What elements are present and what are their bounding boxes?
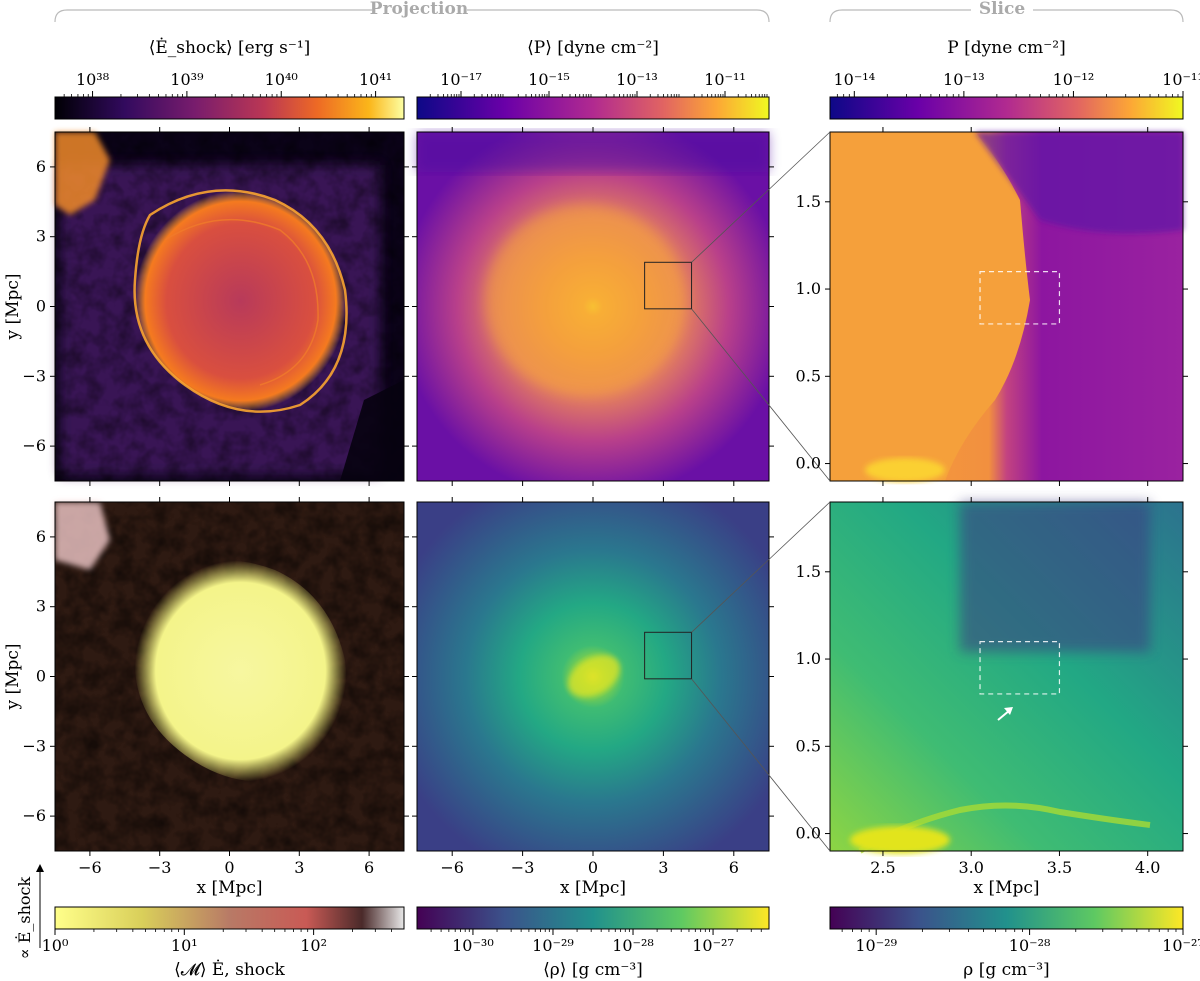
x-tick-label: 2.5 <box>870 858 895 877</box>
y-tick-label: 6 <box>36 527 46 546</box>
panel-proj-pressure <box>416 131 770 482</box>
y-tick-label: −6 <box>22 806 46 825</box>
header-projection: Projection <box>54 0 770 23</box>
colorbar-tick-label: 10⁻¹¹ <box>704 70 746 89</box>
colorbar-tick-label: 10⁴⁰ <box>265 70 298 89</box>
y-tick-label: 0.0 <box>796 454 821 473</box>
y-tick-label: 1.0 <box>796 649 821 668</box>
colorbar-tick-label: 10⁻¹¹ <box>1162 70 1200 89</box>
x-tick-label: 4.0 <box>1135 858 1160 877</box>
x-tick-label: 0 <box>588 858 598 877</box>
y-tick-label: 0 <box>36 297 46 316</box>
y-tick-label: −3 <box>22 366 46 385</box>
y-tick-label: 0.5 <box>796 366 821 385</box>
y-tick-label: 0.5 <box>796 736 821 755</box>
colorbar-tick-label: 10⁻²⁸ <box>1009 936 1051 955</box>
x-axis-label-slice-density: x [Mpc] <box>973 878 1039 898</box>
colorbar-proj-mach <box>54 906 405 930</box>
colorbar-tick-label: 10⁴¹ <box>359 70 392 89</box>
y-tick-label: 1.5 <box>796 562 821 581</box>
zoom-box <box>644 261 693 310</box>
y-tick-label: −6 <box>22 436 46 455</box>
colorbar-tick-label: 10³⁸ <box>76 70 109 89</box>
colorbar-tick-label: 10¹ <box>171 936 198 955</box>
colorbar-tick-label: 10⁻¹³ <box>616 70 658 89</box>
x-axis-label-proj-density: x [Mpc] <box>560 878 626 898</box>
colorbar-tick-label: 10⁰ <box>42 936 69 955</box>
y-axis-label-proj-mach: y [Mpc] <box>3 643 23 710</box>
slice-label: Slice <box>979 0 1026 19</box>
colorbar-tick-label: 10² <box>300 936 327 955</box>
zoom-box <box>644 631 693 680</box>
x-tick-label: 6 <box>729 858 739 877</box>
colorbar-tick-label: 10⁻¹⁴ <box>833 70 875 89</box>
colorbar-label-proj-pressure: ⟨P⟩ [dyne cm⁻²] <box>527 38 659 58</box>
zoom-connector-bottom <box>691 678 831 852</box>
x-tick-label: 3 <box>294 858 304 877</box>
y-tick-label: 0 <box>36 667 46 686</box>
projection-label: Projection <box>370 0 468 19</box>
x-tick-label: −6 <box>440 858 464 877</box>
arrow-marker-head <box>1004 707 1013 715</box>
colorbar-tick-label: 10⁻²⁷ <box>1162 936 1200 955</box>
colorbar-tick-label: 10⁻³⁰ <box>452 936 494 955</box>
x-tick-label: 6 <box>364 858 374 877</box>
y-tick-label: 0.0 <box>796 824 821 843</box>
dashed-box <box>979 640 1061 695</box>
x-tick-label: −6 <box>78 858 102 877</box>
x-tick-label: 3.0 <box>958 858 983 877</box>
dashed-box <box>979 271 1061 325</box>
x-tick-label: 3 <box>658 858 668 877</box>
colorbar-side-arrowhead <box>36 864 44 872</box>
x-tick-label: −3 <box>148 858 172 877</box>
header-slice: Slice <box>829 0 1184 23</box>
zoom-connector-bottom <box>691 308 831 482</box>
y-axis-label-proj-eshock: y [Mpc] <box>3 273 23 340</box>
colorbar-proj-density <box>416 906 770 930</box>
colorbar-tick-label: 10⁻¹² <box>1053 70 1095 89</box>
y-tick-label: −3 <box>22 736 46 755</box>
colorbar-slice-density <box>829 906 1184 930</box>
colorbar-label-proj-density: ⟨ρ⟩ [g cm⁻³] <box>543 960 643 980</box>
colorbar-tick-label: 10⁻²⁸ <box>612 936 654 955</box>
y-tick-label: 3 <box>36 227 46 246</box>
colorbar-slice-pressure <box>829 96 1184 120</box>
x-tick-label: −3 <box>511 858 535 877</box>
panel-eshock <box>54 131 405 482</box>
x-tick-label: 3.5 <box>1047 858 1072 877</box>
colorbar-label-slice-density: ρ [g cm⁻³] <box>963 960 1049 980</box>
colorbar-tick-label: 10⁻¹³ <box>943 70 985 89</box>
colorbar-proj-eshock <box>54 96 405 120</box>
panel-mach <box>54 501 405 852</box>
colorbar-tick-label: 10⁻¹⁷ <box>440 70 482 89</box>
x-axis-label-proj-mach: x [Mpc] <box>196 878 262 898</box>
colorbar-label-proj-eshock: ⟨Ė_shock⟩ [erg s⁻¹] <box>149 37 311 58</box>
y-tick-label: 3 <box>36 597 46 616</box>
colorbar-tick-label: 10⁻²⁷ <box>692 936 734 955</box>
x-tick-label: 0 <box>224 858 234 877</box>
colorbar-tick-label: 10⁻²⁹ <box>532 936 574 955</box>
y-tick-label: 1.5 <box>796 192 821 211</box>
colorbar-side-label: ∝ Ė_shock <box>14 877 34 960</box>
zoom-connector-top <box>691 501 831 633</box>
y-tick-label: 1.0 <box>796 279 821 298</box>
zoom-connector-top <box>691 131 831 263</box>
colorbar-label-proj-mach: ⟨𝓜⟩ Ė, shock <box>174 959 285 980</box>
panel-slice-density <box>829 501 1184 854</box>
panel-slice-pressure <box>829 131 1184 482</box>
colorbar-tick-label: 10⁻²⁹ <box>855 936 897 955</box>
colorbar-tick-label: 10³⁹ <box>170 70 204 89</box>
colorbar-label-slice-pressure: P [dyne cm⁻²] <box>947 38 1065 58</box>
y-tick-label: 6 <box>36 157 46 176</box>
colorbar-tick-label: 10⁻¹⁵ <box>528 70 570 89</box>
colorbar-proj-pressure <box>416 96 770 120</box>
panel-proj-density <box>416 501 770 852</box>
